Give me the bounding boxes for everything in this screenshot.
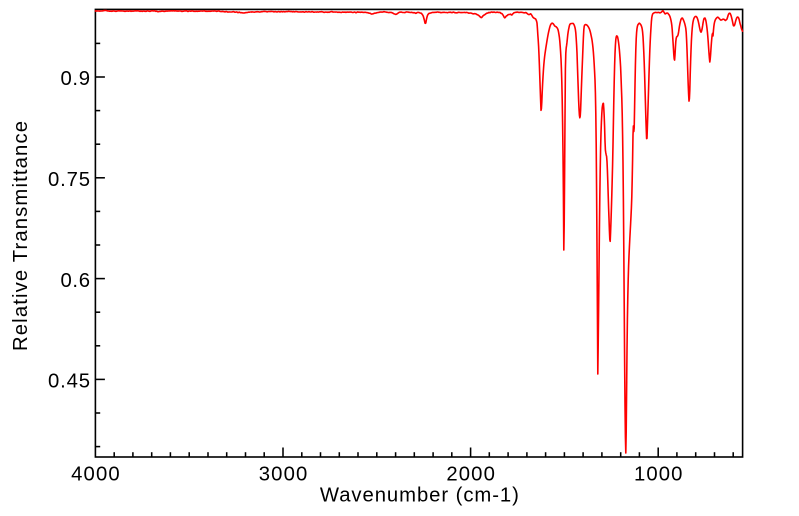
svg-text:Relative Transmittance: Relative Transmittance [10,121,32,351]
svg-text:0.9: 0.9 [61,68,91,90]
svg-text:0.75: 0.75 [48,169,90,191]
svg-text:0.6: 0.6 [61,270,91,292]
svg-text:Wavenumber (cm-1): Wavenumber (cm-1) [320,485,519,507]
svg-text:3000: 3000 [259,464,308,486]
svg-text:2000: 2000 [446,464,495,486]
svg-text:4000: 4000 [71,464,119,486]
svg-text:1000: 1000 [634,464,683,486]
svg-text:0.45: 0.45 [48,371,90,393]
